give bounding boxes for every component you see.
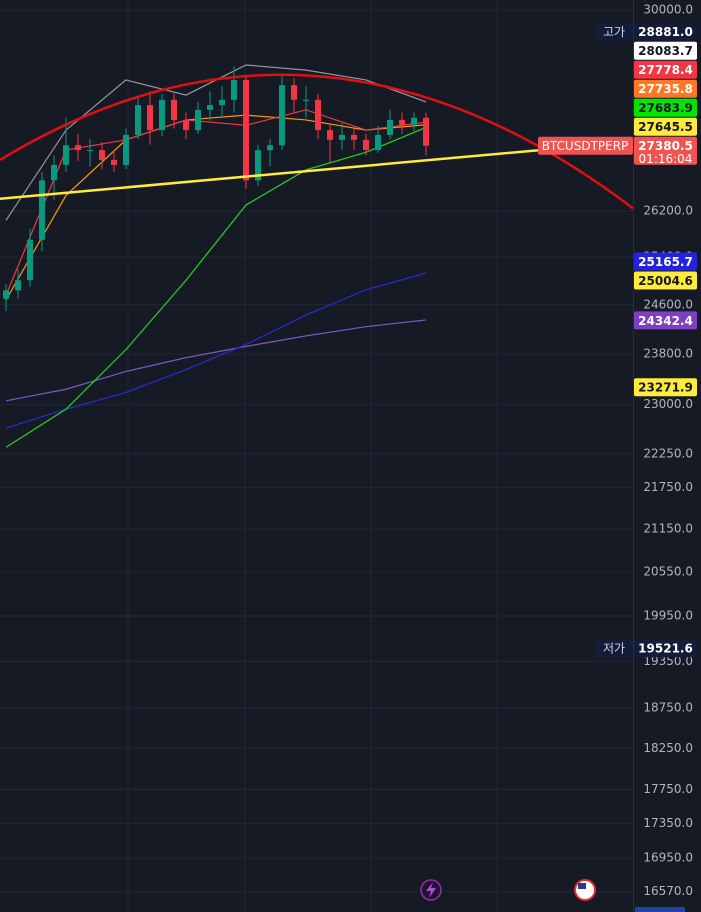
candle-body — [15, 280, 21, 291]
price-label-box — [634, 378, 697, 397]
candle-body — [147, 105, 153, 131]
y-tick-label: 19350.0 — [643, 654, 693, 668]
y-tick-label: 16570.0 — [643, 884, 693, 898]
price-label: 27645.5 — [638, 120, 693, 134]
price-label: 25165.7 — [638, 255, 693, 269]
high-prefix: 고가 — [603, 25, 625, 39]
price-label: 25004.6 — [638, 274, 693, 288]
y-tick-label: 23000.0 — [643, 397, 693, 411]
trendline — [0, 148, 541, 201]
candle-body — [99, 150, 105, 160]
candle-body — [51, 164, 57, 181]
moving-average — [5, 114, 427, 301]
candle-body — [183, 119, 189, 131]
candle-body — [171, 99, 177, 120]
price-label: 24342.4 — [638, 314, 693, 328]
candle-body — [267, 145, 273, 151]
candle-body — [195, 109, 201, 131]
candle-body — [243, 79, 249, 181]
candle-body — [411, 117, 417, 125]
price-label: 23271.9 — [638, 381, 693, 395]
price-label: 28083.7 — [638, 44, 693, 58]
price-label-box — [634, 79, 697, 98]
candle-body — [315, 99, 321, 131]
countdown: 01:16:04 — [639, 152, 693, 166]
price-label-box — [634, 252, 697, 271]
high-prefix-box — [595, 22, 633, 41]
y-tick-label: 19950.0 — [643, 608, 693, 622]
candle-body — [279, 85, 285, 146]
moving-average — [5, 272, 427, 429]
price-label-box — [634, 271, 697, 290]
moving-average — [5, 319, 427, 402]
candle-body — [399, 119, 405, 125]
symbol-label: BTCUSDTPERP — [542, 139, 629, 153]
high-label: 28881.0 — [638, 25, 693, 39]
candle-body — [387, 119, 393, 135]
grid — [0, 0, 633, 912]
low-label-box — [634, 639, 697, 658]
candle-body — [423, 117, 429, 146]
y-tick-label: 26200.0 — [643, 204, 693, 218]
price-label: 27735.8 — [638, 82, 693, 96]
candle-body — [135, 105, 141, 135]
candle-body — [87, 150, 93, 152]
y-tick-label: 30000.0 — [643, 3, 693, 17]
candle-body — [219, 99, 225, 106]
candle-body — [159, 99, 165, 131]
y-tick-label: 16950.0 — [643, 851, 693, 865]
y-tick-label: 18750.0 — [643, 701, 693, 715]
low-prefix: 저가 — [603, 642, 625, 656]
price-label-box — [634, 117, 697, 136]
candle-body — [75, 145, 81, 151]
candle-body — [303, 99, 309, 101]
moving-average — [5, 126, 427, 448]
symbol-box — [538, 136, 633, 155]
last-price: 27380.5 — [638, 139, 693, 153]
candle-body — [375, 134, 381, 151]
flag-canton — [578, 883, 586, 889]
y-tick-label: 18250.0 — [643, 741, 693, 755]
y-tick-label: 17350.0 — [643, 816, 693, 830]
candle-body — [327, 130, 333, 140]
candle-body — [291, 85, 297, 100]
candle-body — [39, 180, 45, 240]
candle-body — [207, 105, 213, 110]
candle-body — [363, 139, 369, 151]
candle-body — [63, 145, 69, 165]
price-label: 27778.4 — [638, 63, 693, 77]
price-label-box — [634, 98, 697, 117]
candle-body — [27, 239, 33, 281]
low-prefix-box — [595, 639, 633, 658]
candle-body — [255, 150, 261, 181]
price-label: 27683.9 — [638, 101, 693, 115]
last-price-box — [634, 136, 697, 165]
price-label-box — [634, 311, 697, 330]
moving-average — [5, 109, 427, 296]
price-label-box — [634, 60, 697, 79]
candle-body — [111, 159, 117, 165]
price-label-box — [634, 41, 697, 60]
low-label: 19521.6 — [638, 642, 693, 656]
candle-body — [339, 134, 345, 140]
y-tick-label: 20550.0 — [643, 564, 693, 578]
y-tick-label: 21150.0 — [643, 522, 693, 536]
candle-body — [351, 134, 357, 140]
candle-body — [123, 134, 129, 165]
y-tick-label: 22250.0 — [643, 446, 693, 460]
scroll-bar[interactable] — [635, 907, 685, 912]
y-tick-label: 17750.0 — [643, 782, 693, 796]
candle-body — [3, 290, 9, 299]
high-label-box — [634, 22, 697, 41]
arc — [0, 73, 634, 210]
y-tick-label: 24600.0 — [643, 297, 693, 311]
y-tick-label: 23800.0 — [643, 346, 693, 360]
lightning — [426, 882, 436, 898]
candle-body — [231, 79, 237, 100]
y-tick-label: 21750.0 — [643, 480, 693, 494]
